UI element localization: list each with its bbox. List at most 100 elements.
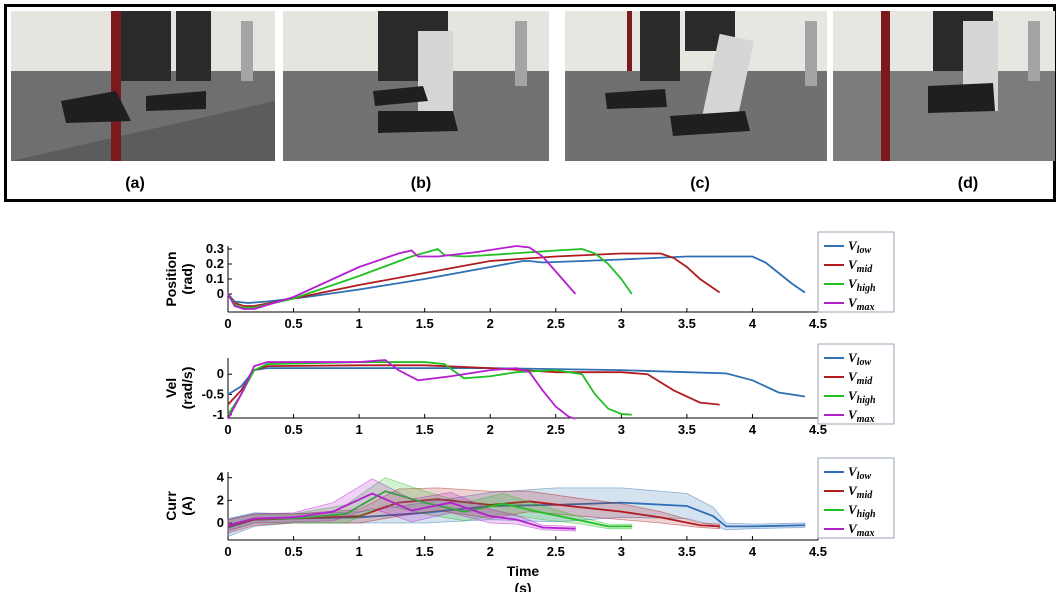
legend-label-low: Vlow: [848, 464, 871, 482]
x-tick-label: 0.5: [285, 316, 303, 331]
x-tick-label: 2.5: [547, 316, 565, 331]
y-tick-label: 2: [217, 492, 224, 507]
x-tick-label: 2: [487, 544, 494, 559]
legend-symbol: V: [848, 257, 858, 272]
y-tick-label: 0: [217, 515, 224, 530]
series-line-max: [227, 492, 576, 530]
legend-subscript: high: [857, 283, 876, 294]
x-tick-label: 2.5: [547, 544, 565, 559]
y-tick-label: -1: [212, 407, 224, 422]
legend-label-max: Vmax: [848, 407, 874, 425]
series-line-high: [227, 490, 632, 528]
legend-subscript: mid: [857, 264, 874, 275]
x-tick-label: 3.5: [678, 544, 696, 559]
caption-b: (b): [410, 175, 432, 192]
y-axis-label: (rad/s): [179, 367, 195, 410]
x-axis-label: (s): [514, 580, 531, 592]
legend-symbol: V: [848, 238, 858, 253]
caption-d: (d): [957, 175, 979, 192]
y-tick-label: 0: [217, 286, 224, 301]
caption-a: (a): [125, 175, 145, 192]
x-tick-label: 4: [749, 422, 757, 437]
photo-a: [11, 11, 275, 161]
x-tick-label: 4: [749, 316, 757, 331]
photo-panel: (a) (b) (c) (d): [4, 4, 1056, 202]
series-line-mid: [227, 252, 721, 307]
y-tick-label: -0.5: [202, 386, 224, 401]
photo-b: [283, 11, 549, 161]
y-axis-label: Curr: [163, 491, 179, 521]
legend-symbol: V: [848, 295, 858, 310]
x-tick-label: 1.5: [416, 422, 434, 437]
legend-subscript: max: [857, 414, 875, 425]
y-tick-label: 0.3: [206, 241, 224, 256]
photo-d: [833, 11, 1055, 161]
x-tick-label: 1: [355, 422, 362, 437]
x-tick-label: 2: [487, 422, 494, 437]
legend-label-high: Vhigh: [848, 502, 876, 520]
y-axis-label: (A): [179, 496, 195, 515]
y-axis-label: Position: [163, 251, 179, 306]
photo-c: [565, 11, 827, 161]
y-tick-label: 4: [217, 470, 225, 485]
x-tick-label: 0: [224, 422, 231, 437]
legend-symbol: V: [848, 350, 858, 365]
legend-label-mid: Vmid: [848, 257, 873, 275]
legend-symbol: V: [848, 464, 858, 479]
x-tick-label: 0.5: [285, 422, 303, 437]
x-tick-label: 3: [618, 544, 625, 559]
y-tick-label: 0: [217, 366, 224, 381]
legend-subscript: mid: [857, 376, 874, 387]
x-tick-label: 1.5: [416, 316, 434, 331]
x-tick-label: 2: [487, 316, 494, 331]
legend-subscript: max: [857, 528, 875, 539]
x-tick-label: 1: [355, 544, 362, 559]
series-line-high: [227, 361, 632, 416]
x-tick-label: 4: [749, 544, 757, 559]
x-tick-label: 0.5: [285, 544, 303, 559]
x-tick-label: 2.5: [547, 422, 565, 437]
x-axis-label: Time: [507, 563, 540, 579]
legend-subscript: max: [857, 302, 875, 313]
legend-symbol: V: [848, 369, 858, 384]
y-tick-label: 0.1: [206, 271, 224, 286]
legend-symbol: V: [848, 276, 858, 291]
x-tick-label: 1: [355, 316, 362, 331]
series-line-max: [227, 245, 577, 310]
legend-label-high: Vhigh: [848, 388, 876, 406]
x-tick-label: 3.5: [678, 422, 696, 437]
x-tick-label: 3: [618, 316, 625, 331]
x-tick-label: 3.5: [678, 316, 696, 331]
caption-c: (c): [690, 175, 710, 192]
legend-symbol: V: [848, 388, 858, 403]
band-low: [227, 487, 806, 538]
legend-subscript: high: [857, 509, 876, 520]
legend-label-mid: Vmid: [848, 369, 873, 387]
legend-symbol: V: [848, 407, 858, 422]
series-line-low: [227, 255, 806, 304]
y-tick-label: 0.2: [206, 256, 224, 271]
y-axis-label: (rad): [179, 263, 195, 294]
legend-symbol: V: [848, 483, 858, 498]
plots-figure: 0 0.5 1 1.5 2 2.5 3 3.5 4 4.5 0.3 0.2 0.1 0 Position (r…: [150, 222, 910, 592]
legend-symbol: V: [848, 521, 858, 536]
legend-label-low: Vlow: [848, 350, 871, 368]
legend-label-high: Vhigh: [848, 276, 876, 294]
x-tick-label: 0: [224, 544, 231, 559]
x-tick-label: 4.5: [809, 544, 827, 559]
legend-subscript: low: [857, 357, 872, 368]
legend-label-max: Vmax: [848, 521, 874, 539]
x-tick-label: 4.5: [809, 422, 827, 437]
legend-subscript: low: [857, 245, 872, 256]
legend-label-mid: Vmid: [848, 483, 873, 501]
series-line-max: [227, 359, 576, 420]
x-tick-label: 0: [224, 316, 231, 331]
legend-subscript: low: [857, 471, 872, 482]
legend-symbol: V: [848, 502, 858, 517]
x-tick-label: 1.5: [416, 544, 434, 559]
band-max: [227, 478, 576, 532]
x-tick-label: 3: [618, 422, 625, 437]
legend-subscript: high: [857, 395, 876, 406]
x-tick-label: 4.5: [809, 316, 827, 331]
